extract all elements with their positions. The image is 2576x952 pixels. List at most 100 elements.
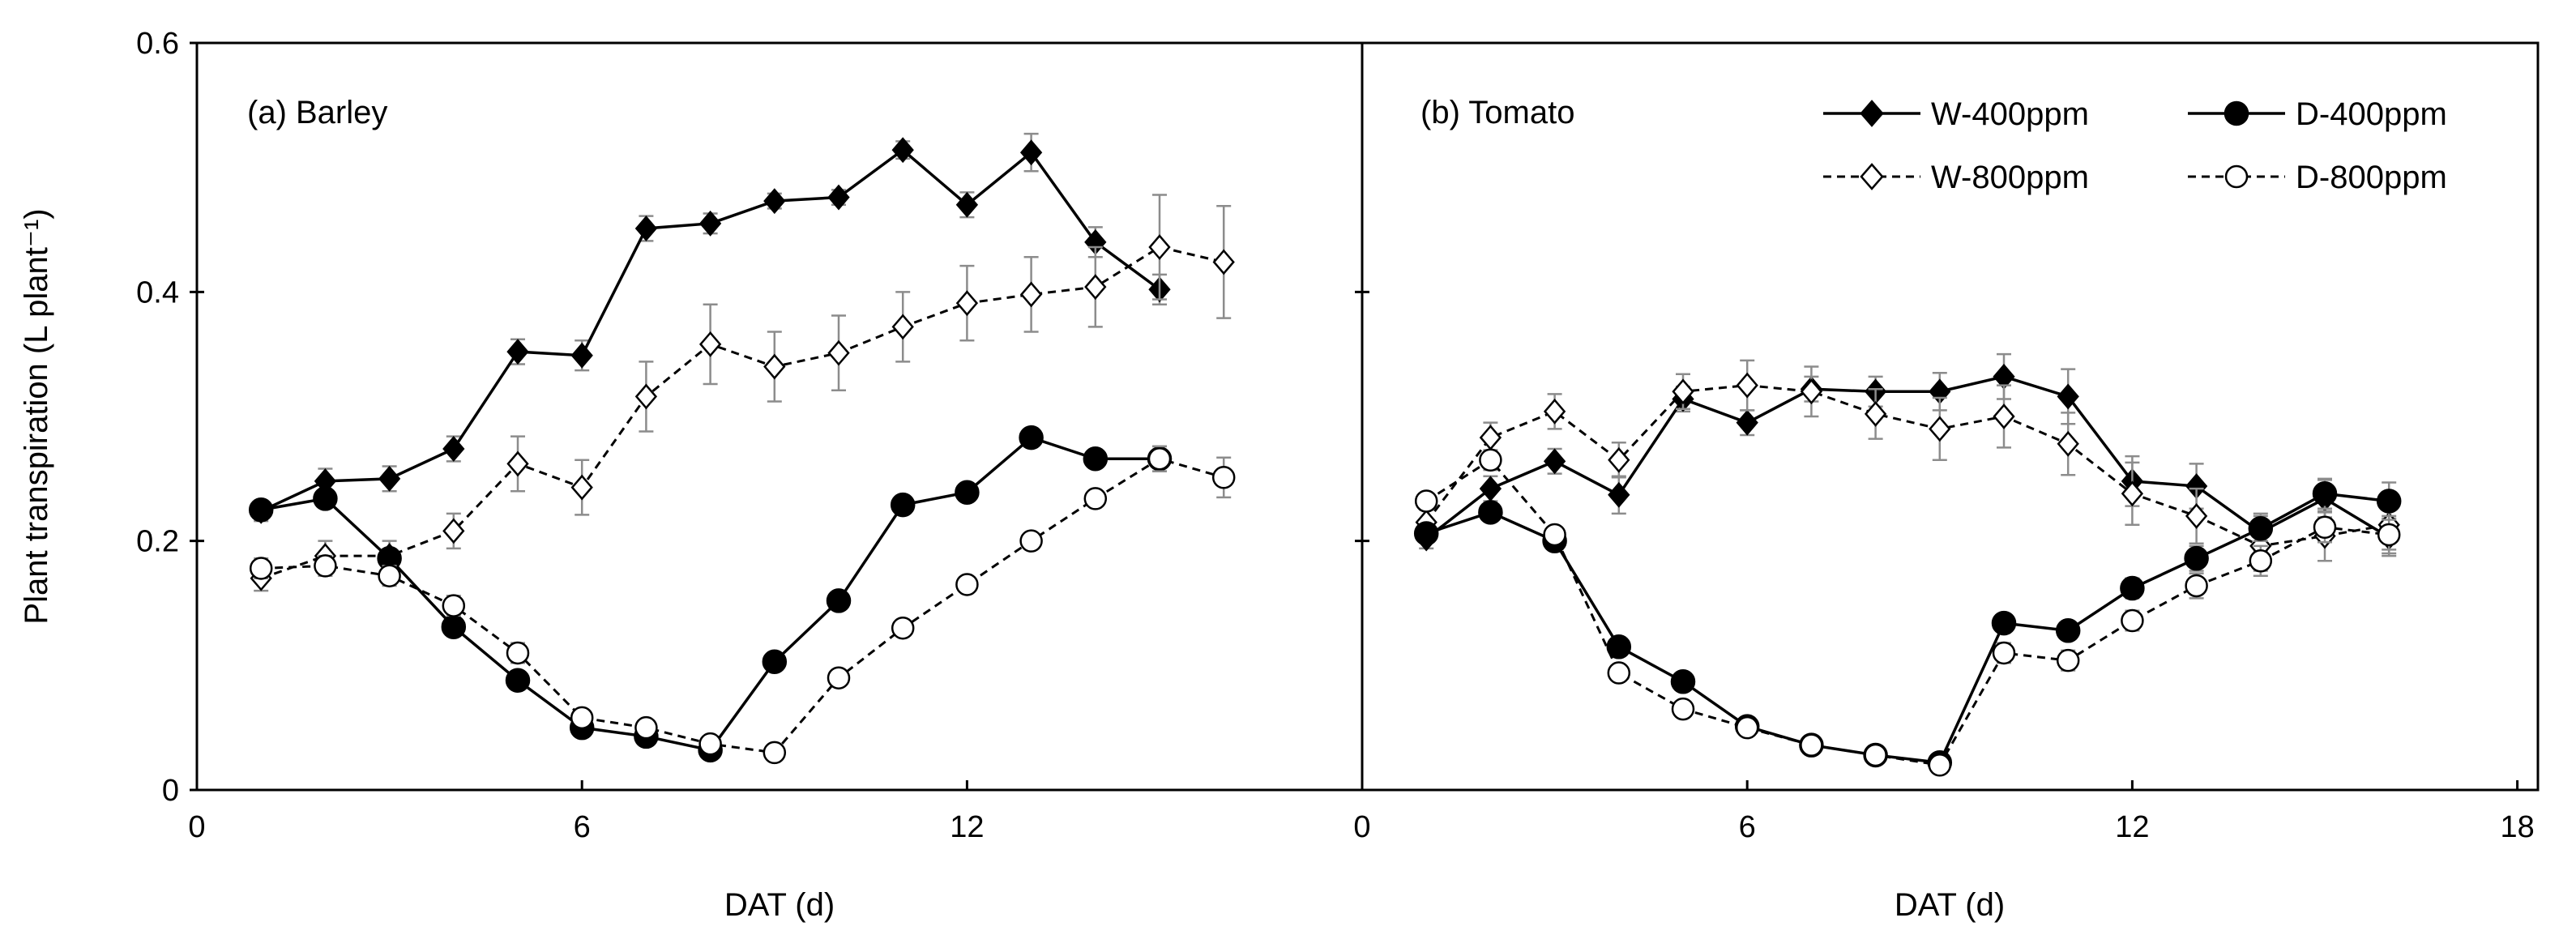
- tomato-point-d-400ppm: [1413, 521, 1439, 546]
- tomato-point-w-800ppm: [2185, 503, 2208, 529]
- barley-point-w-400ppm: [763, 188, 786, 215]
- barley-panel-title: (a) Barley: [247, 95, 387, 130]
- tomato-x-tick-label: 18: [2500, 810, 2534, 844]
- barley-plot-frame: [195, 41, 1364, 792]
- barley-point-d-400ppm: [505, 668, 531, 694]
- tomato-point-d-800ppm: [2249, 549, 2273, 573]
- tomato-point-d-800ppm: [1928, 753, 1952, 777]
- tomato-line-d-800ppm: [1425, 458, 2390, 766]
- barley-point-d-800ppm: [1083, 487, 1108, 510]
- tomato-point-d-800ppm: [1414, 489, 1438, 513]
- barley-point-d-800ppm: [634, 715, 658, 740]
- barley-point-w-800ppm: [570, 474, 593, 501]
- tomato-point-d-400ppm: [1478, 500, 1503, 525]
- barley-point-d-400ppm: [248, 497, 274, 523]
- barley-point-d-800ppm: [570, 706, 594, 730]
- tomato-point-w-800ppm: [1929, 416, 1951, 442]
- legend-label-w400: W-400ppm: [1931, 96, 2089, 132]
- barley-point-d-800ppm: [378, 564, 401, 587]
- tomato-point-d-800ppm: [1800, 733, 1823, 757]
- barley-point-w-400ppm: [955, 191, 979, 218]
- barley-point-d-800ppm: [763, 741, 787, 765]
- barley-point-w-400ppm: [442, 436, 465, 462]
- barley-point-d-800ppm: [955, 573, 979, 596]
- barley-y-tick-label: 0.4: [136, 275, 179, 310]
- tomato-point-w-400ppm: [1479, 476, 1502, 502]
- tomato-point-w-800ppm: [1672, 378, 1694, 405]
- barley-y-tick-label: 0: [162, 774, 179, 808]
- barley-series-d-800ppm: [249, 445, 1236, 765]
- barley-point-d-400ppm: [313, 486, 338, 511]
- tomato-point-d-800ppm: [1671, 697, 1695, 721]
- tomato-line-d-400ppm: [1425, 492, 2390, 765]
- legend-marker-d400: [2224, 100, 2249, 126]
- tomato-point-d-400ppm: [2312, 481, 2338, 506]
- tomato-point-d-800ppm: [1992, 641, 2016, 665]
- tomato-point-d-800ppm: [1543, 523, 1566, 547]
- barley-y-ticks: 0 0.2 0.4 0.6: [136, 27, 204, 808]
- barley-point-d-800ppm: [1147, 446, 1172, 471]
- barley-point-w-800ppm: [1148, 234, 1171, 260]
- barley-y-tick-label: 0.6: [136, 27, 179, 61]
- tomato-point-d-800ppm: [1479, 448, 1502, 472]
- tomato-point-w-800ppm: [2057, 430, 2079, 457]
- legend: W-400ppm D-400ppm W-800ppm D-800ppm: [1823, 96, 2447, 195]
- tomato-x-ticks: 0 6 12 18: [1353, 780, 2535, 844]
- barley-point-d-800ppm: [442, 594, 466, 617]
- barley-point-d-800ppm: [1211, 466, 1236, 489]
- tomato-line-w-800ppm: [1425, 384, 2390, 548]
- barley-point-d-800ppm: [891, 616, 915, 640]
- barley-point-d-400ppm: [826, 588, 852, 613]
- barley-point-w-800ppm: [698, 331, 722, 357]
- legend-entry-d800: D-800ppm: [2188, 160, 2447, 195]
- tomato-point-d-800ppm: [1607, 661, 1631, 685]
- barley-line-d-800ppm: [261, 457, 1224, 754]
- tomato-point-d-400ppm: [1606, 634, 1632, 660]
- barley-point-d-800ppm: [249, 557, 273, 580]
- barley-point-d-800ppm: [506, 641, 530, 665]
- y-axis-title: Plant transpiration (L plant⁻¹): [19, 208, 54, 624]
- tomato-point-d-800ppm: [1735, 715, 1759, 740]
- tomato-point-w-400ppm: [1543, 448, 1566, 475]
- tomato-point-d-800ppm: [1864, 743, 1887, 767]
- tomato-point-d-400ppm: [1670, 669, 1696, 694]
- barley-point-w-400ppm: [506, 339, 529, 365]
- barley-x-tick-label: 0: [188, 810, 205, 844]
- barley-point-d-800ppm: [314, 554, 337, 578]
- tomato-point-w-800ppm: [1736, 372, 1758, 399]
- barley-x-axis-title: DAT (d): [724, 887, 835, 923]
- tomato-plot-frame: [1361, 41, 2540, 792]
- barley-x-tick-label: 6: [574, 810, 591, 844]
- tomato-x-tick-label: 0: [1353, 810, 1370, 844]
- legend-label-d800: D-800ppm: [2296, 160, 2447, 195]
- tomato-point-d-400ppm: [2120, 575, 2145, 601]
- legend-entry-w400: W-400ppm: [1823, 96, 2089, 132]
- barley-point-w-800ppm: [1212, 249, 1235, 275]
- barley-point-d-400ppm: [1083, 446, 1109, 472]
- tomato-point-w-400ppm: [2057, 383, 2079, 410]
- legend-marker-w800: [1860, 163, 1884, 190]
- barley-point-w-800ppm: [891, 314, 914, 340]
- tomato-x-tick-label: 6: [1739, 810, 1756, 844]
- tomato-line-w-400ppm: [1425, 375, 2390, 540]
- barley-point-d-800ppm: [1019, 529, 1043, 553]
- legend-marker-w400: [1860, 100, 1884, 127]
- barley-point-w-400ppm: [827, 184, 850, 211]
- tomato-point-d-800ppm: [2377, 523, 2401, 547]
- tomato-point-w-800ppm: [2121, 480, 2144, 507]
- barley-point-w-800ppm: [827, 339, 850, 366]
- tomato-series-d-400ppm: [1413, 477, 2402, 775]
- tomato-point-d-400ppm: [2376, 489, 2402, 514]
- tomato-point-w-800ppm: [1800, 378, 1823, 405]
- tomato-point-w-400ppm: [1736, 409, 1758, 436]
- barley-point-w-400ppm: [570, 342, 593, 369]
- barley-point-d-400ppm: [441, 614, 467, 639]
- tomato-point-d-400ppm: [2248, 516, 2274, 541]
- barley-x-tick-label: 12: [950, 810, 984, 844]
- barley-point-w-800ppm: [634, 383, 658, 410]
- barley-point-w-400ppm: [698, 210, 722, 237]
- barley-point-d-400ppm: [890, 492, 916, 518]
- tomato-panel: (b) Tomato 0 6 12 18: [1353, 41, 2540, 844]
- barley-point-d-400ppm: [1019, 425, 1044, 450]
- barley-line-w-800ppm: [260, 245, 1224, 580]
